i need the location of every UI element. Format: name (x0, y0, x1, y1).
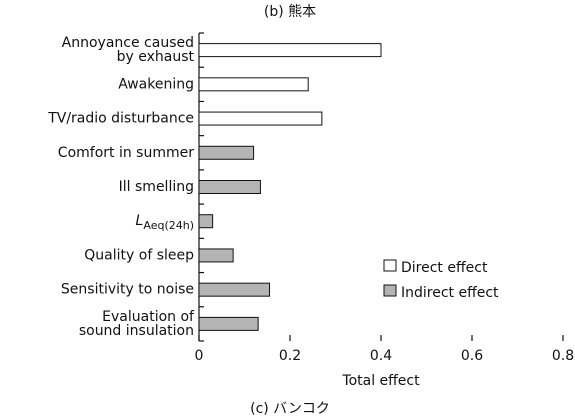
bar (198, 248, 234, 263)
legend-swatch (383, 259, 397, 272)
y-tick-label: Quality of sleep (84, 247, 194, 263)
caption: (c) バンコク (250, 401, 330, 417)
x-tick-label: 0 (195, 348, 204, 364)
x-tick-label: 0.2 (279, 348, 301, 364)
x-tick-label: 0.8 (552, 348, 574, 364)
label-main: L (136, 213, 144, 229)
legend-label: Direct effect (401, 260, 488, 276)
bar (198, 180, 261, 194)
y-tick-label: Comfort in summer (58, 145, 194, 161)
legend-label: Indirect effect (401, 285, 499, 301)
bar (198, 77, 309, 92)
bar (198, 43, 382, 58)
bar (198, 214, 214, 229)
y-tick-label: LAeq(24h) (136, 213, 194, 232)
y-tick-label: sound insulation (79, 323, 194, 339)
y-tick-label: by exhaust (117, 49, 195, 65)
y-tick-label: Evaluation of (102, 309, 195, 325)
bar (198, 111, 323, 126)
chart-title: (b) 熊本 (264, 4, 316, 20)
y-tick-label: TV/radio disturbance (47, 111, 194, 127)
x-tick-label: 0.4 (370, 348, 392, 364)
label-subscript: Aeq(24h) (143, 219, 194, 232)
y-tick-label: Annoyance caused (62, 35, 194, 51)
bar (198, 282, 271, 297)
x-axis-label: Total effect (341, 373, 420, 389)
y-tick-label: Sensitivity to noise (61, 282, 194, 298)
bar (198, 316, 259, 331)
bar (198, 145, 255, 160)
y-tick-label: Awakening (118, 76, 194, 92)
legend-swatch (383, 284, 397, 297)
y-tick-label: Ill smelling (119, 179, 194, 195)
x-tick-label: 0.6 (461, 348, 483, 364)
